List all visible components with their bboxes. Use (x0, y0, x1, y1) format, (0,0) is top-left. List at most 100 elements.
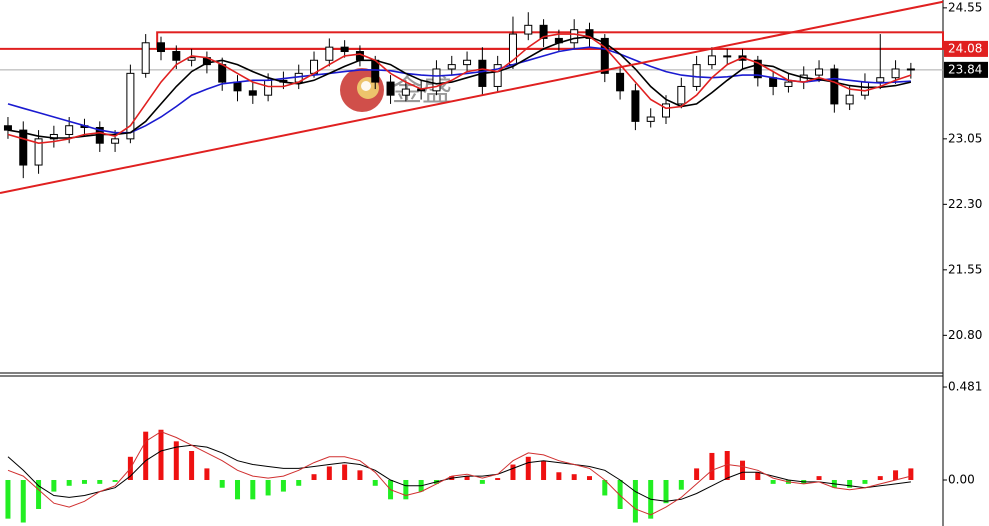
y-tick-label: 0.481 (948, 380, 982, 394)
macd-bar (709, 452, 715, 480)
macd-bar (877, 476, 883, 480)
macd-bar (495, 478, 501, 480)
y-tick-label: 20.80 (948, 328, 982, 342)
candle-body (126, 72, 135, 140)
candle-body (264, 79, 273, 96)
macd-bar (81, 479, 87, 484)
candle-body (646, 116, 655, 122)
moving-average (7, 46, 911, 134)
macd-bar (908, 468, 914, 480)
macd-bar (20, 479, 26, 523)
candle-body (248, 90, 257, 96)
macd-bar (586, 476, 592, 480)
candle-body (447, 64, 456, 70)
macd-bar (525, 456, 531, 480)
macd-bar (541, 460, 547, 480)
macd-bar (311, 474, 317, 480)
macd-bar (724, 451, 730, 480)
candle-body (386, 81, 395, 96)
candle-body (753, 59, 762, 79)
y-tick-label: 24.55 (948, 0, 982, 14)
y-tick-label: 0.00 (948, 472, 975, 486)
candle-body (432, 68, 441, 92)
candle-body (860, 81, 869, 96)
macd-bar (265, 479, 271, 496)
trend-line (0, 0, 944, 194)
candle-body (692, 64, 701, 87)
candle-body (141, 42, 150, 74)
macd-bar (189, 451, 195, 480)
candle-body (371, 59, 380, 83)
macd-line (7, 431, 912, 516)
macd-bar (326, 466, 332, 480)
candle-body (891, 68, 900, 79)
candle-body (65, 125, 74, 135)
candle-body (111, 138, 120, 144)
macd-bar (204, 468, 210, 480)
macd-bar (755, 472, 761, 480)
candle-body (156, 42, 165, 53)
macd-bar (112, 479, 118, 482)
candle-body (340, 46, 349, 53)
macd-bar (250, 479, 256, 500)
y-tick-label: 22.30 (948, 197, 982, 211)
macd-bar (280, 479, 286, 492)
candle-body (769, 77, 778, 87)
y-tick-label: 23.05 (948, 131, 982, 145)
macd-bar (816, 476, 822, 480)
price-tag (944, 40, 988, 57)
candle-body (784, 81, 793, 87)
macd-bar (158, 429, 164, 480)
macd-bar (66, 479, 72, 486)
macd-bar (464, 476, 470, 480)
macd-bar (51, 479, 57, 492)
macd-bar (403, 479, 409, 500)
macd-bar (678, 479, 684, 490)
candle-body (600, 37, 609, 74)
candle-body (34, 138, 43, 166)
macd-bar (357, 470, 363, 480)
macd-bar (296, 479, 302, 486)
macd-bar (36, 479, 42, 509)
macd-bar (5, 479, 11, 519)
macd-bar (479, 479, 485, 484)
candle-body (906, 68, 915, 71)
macd-bar (663, 479, 669, 504)
candle-body (218, 64, 227, 83)
macd-bar (602, 479, 608, 496)
candle-body (707, 55, 716, 66)
candle-body (677, 85, 686, 105)
macd-bar (847, 479, 853, 488)
macd-bar (862, 479, 868, 484)
candle-body (233, 81, 242, 92)
price-tag (944, 61, 988, 78)
candle-body (524, 24, 533, 35)
candle-body (815, 68, 824, 76)
candle-body (723, 55, 732, 58)
macd-bar (342, 464, 348, 480)
candle-body (616, 72, 625, 92)
macd-bar (173, 441, 179, 480)
candle-body (631, 90, 640, 122)
candle-body (876, 77, 885, 83)
candle-body (401, 88, 410, 96)
macd-bar (97, 479, 103, 484)
moving-average (7, 33, 912, 145)
macd-bar (219, 479, 225, 488)
macd-bar (510, 464, 516, 480)
macd-bar (770, 479, 776, 484)
candle-body (463, 59, 472, 66)
candle-body (585, 29, 594, 39)
candle-body (325, 46, 334, 61)
y-tick-label: 21.55 (948, 262, 982, 276)
candle-body (493, 64, 502, 87)
macd-bar (694, 468, 700, 480)
macd-bar (372, 479, 378, 486)
macd-bar (617, 479, 623, 509)
candle-body (19, 129, 28, 166)
macd-bar (632, 479, 638, 523)
macd-bar (740, 460, 746, 480)
candle-body (845, 94, 854, 105)
candle-body (3, 125, 12, 131)
